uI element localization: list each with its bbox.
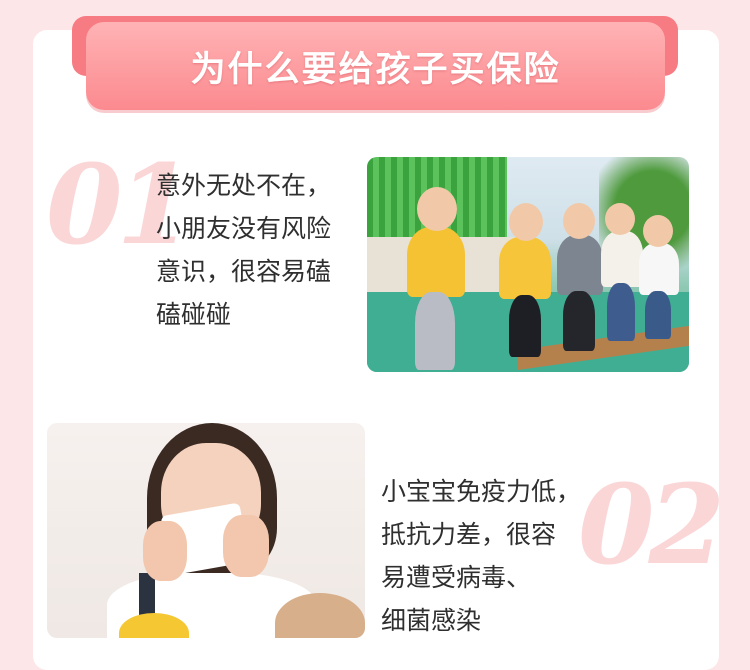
kid-head xyxy=(509,203,543,241)
reason-line: 细菌感染 xyxy=(381,606,482,635)
photo-teddy-bear xyxy=(275,593,365,638)
reason-line: 意识，很容易磕 xyxy=(156,257,332,286)
kid-head xyxy=(643,215,673,247)
photo-hand xyxy=(223,515,269,577)
reason-text-02: 小宝宝免疫力低， 抵抗力差，很容 易遭受病毒、 细菌感染 xyxy=(381,470,631,642)
reason-text-01: 意外无处不在， 小朋友没有风险 意识，很容易磕 磕碰碰 xyxy=(156,164,361,336)
title-banner: 为什么要给孩子买保险 xyxy=(86,22,665,110)
kid-figure xyxy=(415,292,455,370)
photo-toy xyxy=(119,613,189,638)
kid-figure xyxy=(639,243,679,295)
reason-number-02: 02 xyxy=(578,460,725,589)
kid-figure xyxy=(607,283,635,341)
reason-number-01: 01 xyxy=(46,140,193,269)
kid-head xyxy=(563,203,595,239)
reason-line: 意外无处不在， xyxy=(156,171,332,200)
kid-figure xyxy=(509,295,541,357)
reason-line: 小宝宝免疫力低， xyxy=(381,477,582,506)
kid-figure xyxy=(407,227,465,297)
kid-figure xyxy=(499,237,551,299)
photo-girl-sneezing xyxy=(47,423,365,638)
reason-line: 小朋友没有风险 xyxy=(156,214,332,243)
kid-head xyxy=(417,187,457,231)
reason-line: 磕碰碰 xyxy=(156,300,232,329)
photo-kids-balance-beam xyxy=(367,157,689,372)
kid-figure xyxy=(563,291,595,351)
photo-hand xyxy=(143,521,187,581)
reason-line: 易遭受病毒、 xyxy=(381,563,532,592)
reason-line: 抵抗力差，很容 xyxy=(381,520,557,549)
kid-figure xyxy=(601,231,643,287)
kid-figure xyxy=(557,235,603,295)
page-title: 为什么要给孩子买保险 xyxy=(190,49,561,90)
kid-head xyxy=(605,203,635,235)
kid-figure xyxy=(645,291,671,339)
